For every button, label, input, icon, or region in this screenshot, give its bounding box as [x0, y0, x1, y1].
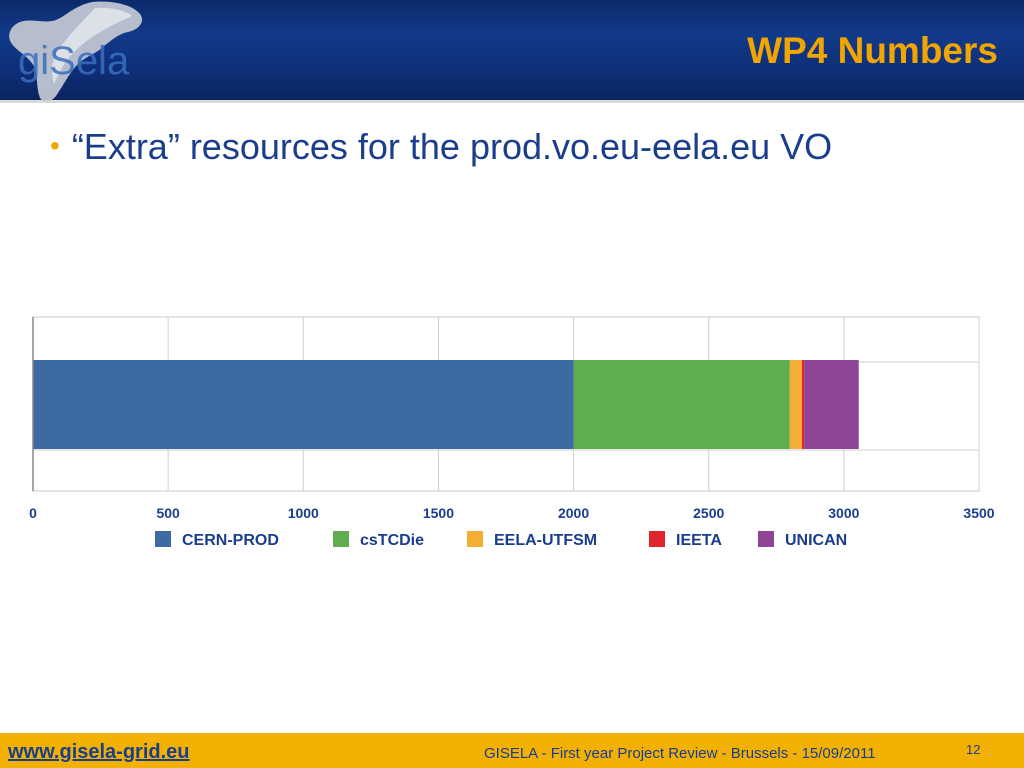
footer-url-link[interactable]: www.gisela-grid.eu: [8, 741, 190, 763]
legend-swatch: [155, 531, 171, 547]
legend-label: UNICAN: [785, 532, 847, 549]
header-bar: [0, 0, 1024, 100]
legend-swatch: [467, 531, 483, 547]
x-tick-label: 3000: [828, 505, 859, 521]
x-tick-label: 1500: [423, 505, 454, 521]
legend-label: EELA-UTFSM: [494, 532, 597, 549]
bullet-item: • “Extra” resources for the prod.vo.eu-ee…: [50, 126, 832, 168]
x-tick-label: 1000: [288, 505, 319, 521]
legend-label: csTCDie: [360, 532, 424, 549]
x-tick-label: 0: [29, 505, 37, 521]
logo-map-highlight: [52, 7, 132, 84]
bar-segment: [33, 360, 574, 449]
legend-label: CERN-PROD: [182, 532, 279, 549]
bar-segment: [801, 360, 805, 449]
bullet-dot-icon: •: [50, 130, 60, 161]
bar-segment: [789, 360, 802, 449]
legend-swatch: [649, 531, 665, 547]
bullet-text: “Extra” resources for the prod.vo.eu-eel…: [71, 126, 833, 167]
bar-segment: [573, 360, 790, 449]
bar-segment: [804, 360, 859, 449]
header-divider: [0, 100, 1024, 103]
x-tick-label: 500: [156, 505, 180, 521]
gisela-logo: giSela: [9, 1, 143, 102]
x-tick-label: 3500: [963, 505, 994, 521]
logo-text: giSela: [18, 39, 130, 83]
footer-caption: GISELA - First year Project Review - Bru…: [484, 745, 876, 762]
x-tick-label: 2500: [693, 505, 724, 521]
footer-bar: www.gisela-grid.eu GISELA - First year P…: [0, 733, 1024, 768]
x-tick-label: 2000: [558, 505, 589, 521]
legend-label: IEETA: [676, 532, 722, 549]
page-number: 12: [966, 742, 981, 757]
stacked-bar-chart: 0 500 1000 1500 2000 2500 3000 3500 CERN-PROD csT…: [29, 316, 995, 549]
legend-swatch: [758, 531, 774, 547]
legend-swatch: [333, 531, 349, 547]
slide-title: WP4 Numbers: [747, 30, 998, 71]
